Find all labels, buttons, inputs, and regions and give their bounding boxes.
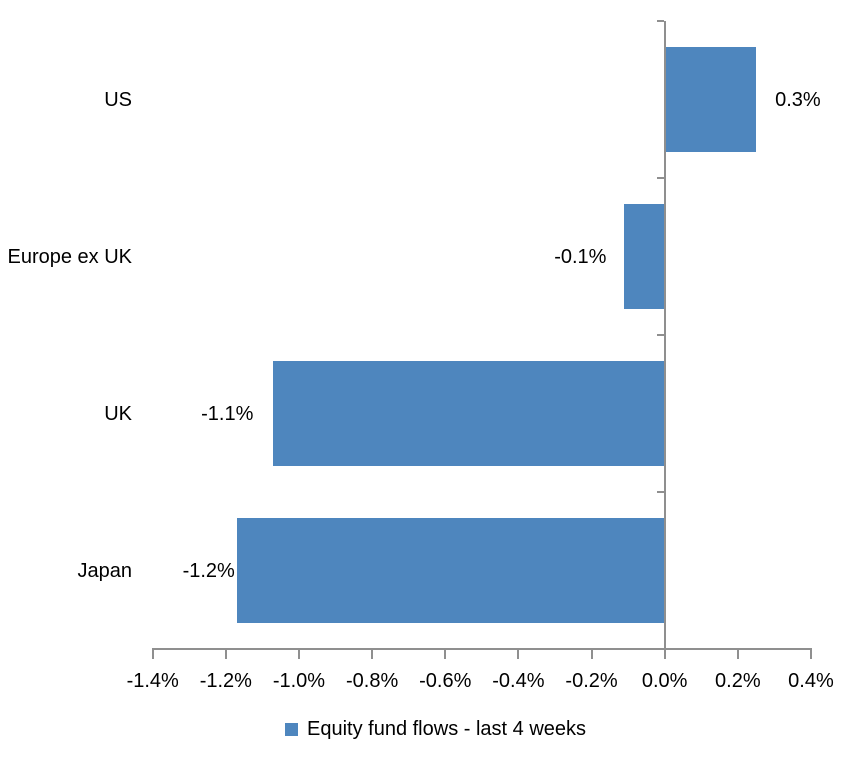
x-tick-label: -1.2% — [199, 670, 252, 692]
category-label-uk: UK — [104, 402, 132, 425]
x-tick — [297, 650, 300, 659]
category-tick — [656, 177, 664, 179]
x-tick-label: 0.4% — [788, 670, 834, 692]
x-tick-label: -1.4% — [126, 670, 179, 692]
legend: Equity fund flows - last 4 weeks — [285, 718, 586, 741]
x-tick — [151, 650, 154, 659]
data-label-us: 0.3% — [775, 88, 821, 111]
category-axis-line — [151, 648, 813, 650]
x-tick — [663, 650, 666, 659]
x-tick — [371, 650, 374, 659]
value-axis-line — [663, 21, 666, 649]
data-label-uk: -1.1% — [201, 402, 254, 425]
category-label-europe-ex-uk: Europe ex UK — [7, 245, 132, 268]
category-tick — [656, 20, 664, 22]
x-tick — [736, 650, 739, 659]
category-label-us: US — [104, 88, 132, 111]
x-tick-label: 0.2% — [715, 670, 761, 692]
bar-uk — [273, 361, 665, 466]
x-tick — [590, 650, 593, 659]
category-tick — [656, 491, 664, 493]
x-tick-label: -0.6% — [419, 670, 472, 692]
x-tick-label: -1.0% — [272, 670, 326, 692]
bar-japan — [236, 518, 665, 623]
bar-us — [664, 47, 757, 152]
data-label-japan: -1.2% — [182, 559, 235, 582]
x-tick-label: -0.2% — [565, 670, 618, 692]
data-label-europe-ex-uk: -0.1% — [554, 245, 607, 268]
x-tick-label: 0.0% — [641, 670, 688, 692]
x-tick — [517, 650, 520, 659]
legend-swatch-icon — [285, 723, 298, 736]
legend-label: Equity fund flows - last 4 weeks — [307, 718, 587, 740]
x-tick — [809, 650, 812, 659]
bar-europe-ex-uk — [624, 204, 665, 309]
category-label-japan: Japan — [77, 559, 133, 582]
x-tick-label: -0.8% — [345, 670, 399, 692]
x-tick — [224, 650, 227, 659]
category-tick — [656, 334, 664, 336]
x-tick — [444, 650, 447, 659]
x-tick-label: -0.4% — [492, 670, 545, 692]
